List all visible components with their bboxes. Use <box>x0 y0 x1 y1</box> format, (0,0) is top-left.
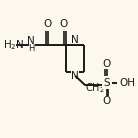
Text: O: O <box>102 96 111 106</box>
Text: N: N <box>27 36 35 46</box>
Text: S: S <box>103 78 110 87</box>
Text: H$_2$N: H$_2$N <box>3 38 24 52</box>
Text: O: O <box>102 59 111 69</box>
Text: H: H <box>28 44 34 53</box>
Text: N: N <box>71 35 79 45</box>
Text: N: N <box>71 71 79 81</box>
Text: O: O <box>60 19 68 29</box>
Text: OH: OH <box>119 78 135 87</box>
Text: O: O <box>43 19 52 29</box>
Text: CH$_2$: CH$_2$ <box>85 81 105 95</box>
